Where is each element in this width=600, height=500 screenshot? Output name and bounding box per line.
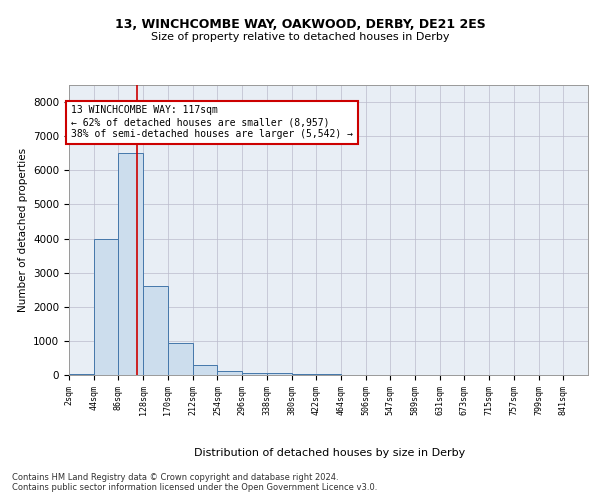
Y-axis label: Number of detached properties: Number of detached properties xyxy=(17,148,28,312)
Bar xyxy=(143,286,168,375)
Bar xyxy=(94,238,118,375)
Text: Distribution of detached houses by size in Derby: Distribution of detached houses by size … xyxy=(194,448,466,458)
Bar xyxy=(193,365,217,375)
Bar xyxy=(217,371,242,375)
Bar xyxy=(168,342,193,375)
Bar xyxy=(292,374,316,375)
Bar xyxy=(118,152,143,375)
Text: 13 WINCHCOMBE WAY: 117sqm
← 62% of detached houses are smaller (8,957)
38% of se: 13 WINCHCOMBE WAY: 117sqm ← 62% of detac… xyxy=(71,106,353,138)
Bar xyxy=(242,373,267,375)
Text: 13, WINCHCOMBE WAY, OAKWOOD, DERBY, DE21 2ES: 13, WINCHCOMBE WAY, OAKWOOD, DERBY, DE21… xyxy=(115,18,485,30)
Bar xyxy=(267,373,292,375)
Text: Size of property relative to detached houses in Derby: Size of property relative to detached ho… xyxy=(151,32,449,42)
Bar xyxy=(316,374,341,375)
Text: Contains HM Land Registry data © Crown copyright and database right 2024.
Contai: Contains HM Land Registry data © Crown c… xyxy=(12,472,377,492)
Bar xyxy=(69,374,94,375)
